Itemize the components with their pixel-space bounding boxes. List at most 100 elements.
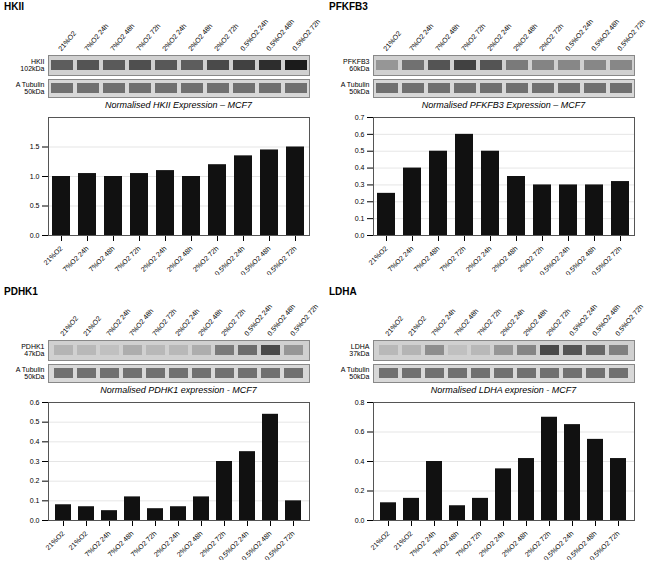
svg-text:0.0: 0.0 xyxy=(30,232,40,239)
svg-text:0.1: 0.1 xyxy=(30,497,40,504)
svg-text:0.6: 0.6 xyxy=(355,131,365,138)
svg-text:21%O2: 21%O2 xyxy=(59,315,79,337)
svg-text:0.0: 0.0 xyxy=(355,232,365,239)
svg-text:0.5%O2 24h: 0.5%O2 24h xyxy=(567,302,599,338)
svg-text:21%O2: 21%O2 xyxy=(382,30,402,52)
svg-text:1.0: 1.0 xyxy=(30,173,40,180)
svg-text:0.5%O2 48h: 0.5%O2 48h xyxy=(589,17,621,53)
svg-text:2%O2 24h: 2%O2 24h xyxy=(161,22,188,52)
svg-text:2%O2 48h: 2%O2 48h xyxy=(500,529,529,558)
svg-text:7%O2 24h: 7%O2 24h xyxy=(408,22,435,52)
svg-text:7%O2 72h: 7%O2 72h xyxy=(135,22,162,52)
svg-text:2%O2 48h: 2%O2 48h xyxy=(512,22,539,52)
svg-text:0.5%O2 24h: 0.5%O2 24h xyxy=(563,17,595,53)
svg-text:HKII102kDa: HKII102kDa xyxy=(20,58,44,72)
svg-text:7%O2 24h: 7%O2 24h xyxy=(83,22,110,52)
svg-text:7%O2 48h: 7%O2 48h xyxy=(412,245,440,273)
svg-text:0.8: 0.8 xyxy=(355,399,365,406)
svg-text:0.5%O2 72h: 0.5%O2 72h xyxy=(588,530,621,560)
svg-text:21%O2: 21%O2 xyxy=(57,30,77,52)
svg-text:A Tubulin50kDa: A Tubulin50kDa xyxy=(341,366,370,380)
svg-text:7%O2 72h: 7%O2 72h xyxy=(438,245,466,273)
svg-text:0.0: 0.0 xyxy=(355,517,365,524)
svg-text:7%O2 48h: 7%O2 48h xyxy=(109,22,136,52)
svg-text:2%O2 48h: 2%O2 48h xyxy=(490,245,518,273)
svg-text:0.1: 0.1 xyxy=(355,215,365,222)
svg-text:7%O2 48h: 7%O2 48h xyxy=(127,307,155,338)
svg-text:PDHK147kDa: PDHK147kDa xyxy=(21,343,44,357)
svg-text:0.5%O2 24h: 0.5%O2 24h xyxy=(238,17,270,53)
svg-text:2%O2 72h: 2%O2 72h xyxy=(516,244,545,273)
svg-text:2%O2 48h: 2%O2 48h xyxy=(175,529,204,558)
svg-text:0.5%O2 72h: 0.5%O2 72h xyxy=(289,303,319,337)
svg-text:0.2: 0.2 xyxy=(30,477,40,484)
svg-text:A Tubulin50kDa: A Tubulin50kDa xyxy=(16,81,45,95)
svg-text:0.4: 0.4 xyxy=(355,458,365,465)
svg-text:0.5%O2 72h: 0.5%O2 72h xyxy=(265,245,298,275)
svg-text:0.7: 0.7 xyxy=(355,114,365,121)
svg-text:1.5: 1.5 xyxy=(30,143,40,150)
svg-text:PFKFB360kDa: PFKFB360kDa xyxy=(343,58,370,72)
svg-text:2%O2 24h: 2%O2 24h xyxy=(139,245,167,273)
svg-text:0.5: 0.5 xyxy=(30,418,40,425)
svg-text:0.5: 0.5 xyxy=(355,147,365,154)
svg-text:7%O2 72h: 7%O2 72h xyxy=(460,22,487,52)
svg-text:0.3: 0.3 xyxy=(355,181,365,188)
svg-text:2%O2 72h: 2%O2 72h xyxy=(213,22,240,52)
svg-text:0.6: 0.6 xyxy=(355,428,365,435)
svg-text:2%O2 72h: 2%O2 72h xyxy=(191,244,220,273)
svg-text:0.4: 0.4 xyxy=(30,438,40,445)
svg-text:0.2: 0.2 xyxy=(355,198,365,205)
svg-text:21%O2: 21%O2 xyxy=(392,530,414,552)
svg-text:21%O2: 21%O2 xyxy=(82,315,102,337)
svg-text:A Tubulin50kDa: A Tubulin50kDa xyxy=(16,366,45,380)
svg-text:LDHA37kDa: LDHA37kDa xyxy=(349,343,370,357)
svg-text:7%O2 24h: 7%O2 24h xyxy=(83,529,112,558)
svg-text:0.5%O2 72h: 0.5%O2 72h xyxy=(590,245,623,275)
svg-text:21%O2: 21%O2 xyxy=(407,315,427,337)
svg-text:7%O2 24h: 7%O2 24h xyxy=(408,529,437,558)
svg-text:21%O2: 21%O2 xyxy=(44,530,66,552)
svg-text:A Tubulin50kDa: A Tubulin50kDa xyxy=(341,81,370,95)
svg-text:2%O2 72h: 2%O2 72h xyxy=(538,22,565,52)
svg-text:7%O2 72h: 7%O2 72h xyxy=(113,245,141,273)
svg-text:0.6: 0.6 xyxy=(30,399,40,406)
svg-text:0.5%O2 72h: 0.5%O2 72h xyxy=(291,18,321,52)
svg-text:2%O2 24h: 2%O2 24h xyxy=(477,529,506,558)
svg-text:2%O2 24h: 2%O2 24h xyxy=(464,245,492,273)
svg-text:0.5%O2 72h: 0.5%O2 72h xyxy=(614,303,644,337)
svg-text:2%O2 24h: 2%O2 24h xyxy=(152,529,181,558)
svg-text:7%O2 24h: 7%O2 24h xyxy=(104,307,132,338)
svg-text:0.5%O2 48h: 0.5%O2 48h xyxy=(264,17,296,53)
svg-text:2%O2 24h: 2%O2 24h xyxy=(173,307,201,338)
svg-text:7%O2 48h: 7%O2 48h xyxy=(106,529,135,558)
svg-text:21%O2: 21%O2 xyxy=(67,530,89,552)
svg-text:0.5: 0.5 xyxy=(30,202,40,209)
svg-text:0.0: 0.0 xyxy=(30,517,40,524)
svg-text:2%O2 24h: 2%O2 24h xyxy=(486,22,513,52)
svg-text:21%O2: 21%O2 xyxy=(367,245,389,267)
svg-text:7%O2 24h: 7%O2 24h xyxy=(61,245,89,273)
svg-text:7%O2 48h: 7%O2 48h xyxy=(431,529,460,558)
svg-text:0.5%O2 24h: 0.5%O2 24h xyxy=(242,302,274,338)
svg-text:21%O2: 21%O2 xyxy=(369,530,391,552)
svg-text:0.3: 0.3 xyxy=(30,458,40,465)
svg-text:7%O2 72h: 7%O2 72h xyxy=(150,307,178,338)
svg-text:0.2: 0.2 xyxy=(355,487,365,494)
svg-text:0.5%O2 72h: 0.5%O2 72h xyxy=(263,530,296,560)
svg-text:0.5%O2 48h: 0.5%O2 48h xyxy=(265,302,297,338)
svg-text:7%O2 72h: 7%O2 72h xyxy=(454,529,483,558)
svg-text:0.5%O2 48h: 0.5%O2 48h xyxy=(590,302,622,338)
svg-text:21%O2: 21%O2 xyxy=(42,245,64,267)
svg-text:2%O2 72h: 2%O2 72h xyxy=(523,529,552,558)
svg-text:2%O2 48h: 2%O2 48h xyxy=(187,22,214,52)
svg-text:7%O2 48h: 7%O2 48h xyxy=(87,245,115,273)
svg-text:7%O2 24h: 7%O2 24h xyxy=(386,245,414,273)
svg-text:7%O2 48h: 7%O2 48h xyxy=(434,22,461,52)
svg-text:7%O2 72h: 7%O2 72h xyxy=(129,529,158,558)
svg-text:2%O2 72h: 2%O2 72h xyxy=(198,529,227,558)
svg-text:2%O2 48h: 2%O2 48h xyxy=(165,245,193,273)
svg-text:0.4: 0.4 xyxy=(355,164,365,171)
svg-text:21%O2: 21%O2 xyxy=(384,315,404,337)
svg-text:0.5%O2 72h: 0.5%O2 72h xyxy=(616,18,646,52)
